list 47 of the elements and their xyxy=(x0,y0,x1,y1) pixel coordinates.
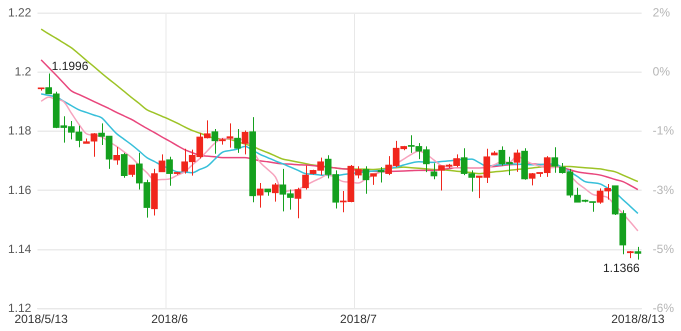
y2-tick-label: -5% xyxy=(652,242,674,256)
candlestick xyxy=(83,138,90,144)
candlestick xyxy=(120,152,128,178)
candlestick xyxy=(226,122,234,148)
candlestick xyxy=(302,165,309,190)
x-tick-label: 2018/7 xyxy=(340,312,378,326)
x-tick-label: 2018/8/13 xyxy=(611,312,665,326)
candlestick xyxy=(514,149,520,172)
candlestick xyxy=(378,166,384,183)
candlestick xyxy=(370,173,377,186)
y2-tick-label: 0% xyxy=(652,64,670,79)
y2-tick-label: -3% xyxy=(652,182,674,197)
annotation: 1.1366 xyxy=(602,260,640,275)
annotation: 1.1996 xyxy=(52,58,89,73)
y-tick-label: 1.22 xyxy=(8,6,32,20)
y2-tick-label: 2% xyxy=(652,6,670,20)
y-tick-label: 1.18 xyxy=(8,124,32,138)
x-tick-label: 2018/5/13 xyxy=(14,312,68,326)
candlestick xyxy=(242,130,248,155)
line-series xyxy=(40,28,639,182)
candlestick xyxy=(491,150,498,156)
candlestick xyxy=(113,146,120,166)
candlestick xyxy=(128,164,136,178)
candlestick xyxy=(362,166,370,194)
y-tick-label: 1.16 xyxy=(8,182,32,197)
candlestick xyxy=(212,128,218,154)
candlestick xyxy=(166,156,173,186)
candlestick xyxy=(90,133,98,158)
y2-tick-label: -6% xyxy=(652,300,674,315)
candlestick xyxy=(294,187,302,219)
y2-tick-label: -1% xyxy=(652,124,674,138)
candlestick xyxy=(151,168,158,216)
candlestick xyxy=(234,128,241,154)
candlestick xyxy=(256,182,264,208)
candlestick xyxy=(272,182,279,202)
candlestick xyxy=(551,146,558,174)
y-tick-label: 1.14 xyxy=(8,242,32,256)
candlestick xyxy=(174,172,180,176)
y-tick-label: 1.12 xyxy=(8,300,32,315)
x-tick-label: 2018/6 xyxy=(151,312,188,326)
line-series xyxy=(40,59,639,190)
candlestick xyxy=(430,162,438,180)
candlestick xyxy=(158,154,166,172)
candlestick xyxy=(521,148,528,180)
candlestick xyxy=(249,116,256,203)
y-tick-label: 1.2 xyxy=(14,64,32,79)
candlestick xyxy=(264,188,272,196)
